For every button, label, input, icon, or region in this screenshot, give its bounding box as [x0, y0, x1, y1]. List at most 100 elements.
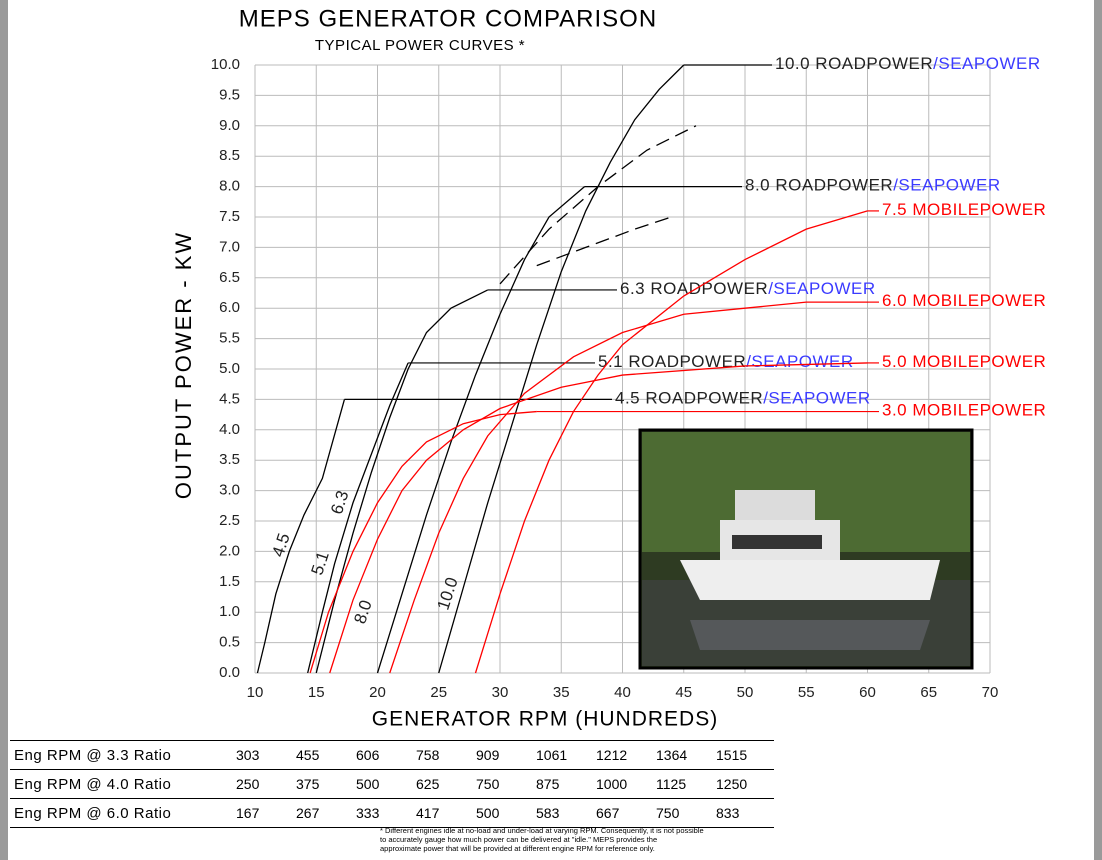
photo [638, 428, 974, 670]
cell: 606 [354, 740, 414, 770]
y-tick-label: 6.5 [219, 269, 240, 286]
series-name-suffix: /SEAPOWER [893, 176, 1000, 195]
series-label: 10.0 ROADPOWER/SEAPOWER [775, 54, 1041, 73]
cell: 1250 [714, 769, 774, 799]
series-name: 10.0 ROADPOWER [775, 54, 933, 73]
power-curve [307, 362, 409, 674]
y-tick-label: 5.5 [219, 330, 240, 347]
cell: 1000 [594, 769, 654, 799]
power-curve [309, 410, 537, 674]
series-name-suffix: /SEAPOWER [933, 54, 1040, 73]
x-axis-label: GENERATOR RPM (HUNDREDS) [372, 708, 718, 731]
y-tick-label: 2.0 [219, 542, 240, 559]
cell: 1061 [534, 740, 594, 770]
y-tick-label: 7.0 [219, 238, 240, 255]
y-tick-label: 0.0 [219, 664, 240, 681]
curve-label: 8.0 [350, 598, 375, 626]
series-name: 6.3 ROADPOWER [620, 279, 768, 298]
footnote: * Different engines idle at no-load and … [380, 826, 704, 853]
series-label: 7.5 MOBILEPOWER [882, 200, 1046, 219]
power-curve [256, 399, 346, 674]
row-label: Eng RPM @ 4.0 Ratio [10, 769, 234, 799]
power-curve [329, 362, 868, 674]
footnote-line: * Different engines idle at no-load and … [380, 826, 704, 835]
y-tick-label: 1.0 [219, 603, 240, 620]
y-tick-label: 3.5 [219, 451, 240, 468]
cell: 1515 [714, 740, 774, 770]
rpm-table: Eng RPM @ 3.3 Ratio 303 455 606 758 909 1061 12… [10, 740, 774, 828]
series-label: 5.1 ROADPOWER/SEAPOWER [598, 352, 854, 371]
series-label: 3.0 MOBILEPOWER [882, 401, 1046, 420]
series-name-suffix: /SEAPOWER [746, 352, 853, 371]
curve-label: 4.5 [268, 531, 293, 559]
cell: 250 [234, 769, 294, 799]
cell: 375 [294, 769, 354, 799]
series-name: 5.0 MOBILEPOWER [882, 352, 1046, 371]
row-label: Eng RPM @ 6.0 Ratio [10, 798, 234, 828]
cell: 833 [714, 798, 774, 828]
y-tick-label: 4.0 [219, 421, 240, 438]
cell: 303 [234, 740, 294, 770]
cell: 417 [414, 798, 474, 828]
power-curve [315, 289, 489, 674]
x-tick-label: 65 [920, 684, 937, 701]
table-row: Eng RPM @ 4.0 Ratio 250 375 500 625 750 875 100… [10, 769, 774, 799]
y-tick-label: 5.0 [219, 360, 240, 377]
x-tick-label: 25 [430, 684, 447, 701]
x-tick-label: 55 [798, 684, 815, 701]
series-name: 7.5 MOBILEPOWER [882, 200, 1046, 219]
cell: 750 [654, 798, 714, 828]
cell: 455 [294, 740, 354, 770]
cell: 267 [294, 798, 354, 828]
series-name-suffix: /SEAPOWER [763, 389, 870, 408]
row-label: Eng RPM @ 3.3 Ratio [10, 740, 234, 770]
series-label: 5.0 MOBILEPOWER [882, 352, 1046, 371]
y-tick-label: 1.5 [219, 573, 240, 590]
y-tick-label: 8.5 [219, 147, 240, 164]
series-label: 8.0 ROADPOWER/SEAPOWER [745, 176, 1001, 195]
power-curve [438, 64, 685, 674]
power-curve [376, 186, 585, 674]
x-tick-label: 35 [553, 684, 570, 701]
table-row: Eng RPM @ 6.0 Ratio 167 267 333 417 500 583 667… [10, 798, 774, 828]
x-tick-label: 45 [675, 684, 692, 701]
power-curve [536, 216, 672, 267]
cell: 500 [354, 769, 414, 799]
cell: 500 [474, 798, 534, 828]
power-curve [474, 210, 868, 674]
cell: 758 [414, 740, 474, 770]
cell: 583 [534, 798, 594, 828]
cell: 750 [474, 769, 534, 799]
cell: 1212 [594, 740, 654, 770]
x-tick-label: 60 [859, 684, 876, 701]
cell: 167 [234, 798, 294, 828]
y-tick-label: 7.5 [219, 208, 240, 225]
series-label: 4.5 ROADPOWER/SEAPOWER [615, 389, 871, 408]
x-tick-label: 20 [369, 684, 386, 701]
x-tick-label: 15 [308, 684, 325, 701]
x-tick-label: 50 [737, 684, 754, 701]
x-tick-label: 70 [982, 684, 999, 701]
y-tick-label: 8.0 [219, 178, 240, 195]
cell: 333 [354, 798, 414, 828]
y-tick-label: 2.5 [219, 512, 240, 529]
y-tick-label: 9.0 [219, 117, 240, 134]
y-tick-label: 4.5 [219, 390, 240, 407]
curve-label: 6.3 [327, 488, 352, 516]
cell: 625 [414, 769, 474, 799]
cell: 909 [474, 740, 534, 770]
cell: 667 [594, 798, 654, 828]
series-label: 6.0 MOBILEPOWER [882, 292, 1046, 311]
chart: MEPS GENERATOR COMPARISON TYPICAL POWER … [171, 5, 1046, 731]
chart-subtitle: TYPICAL POWER CURVES * [315, 37, 525, 54]
y-tick-label: 0.5 [219, 634, 240, 651]
power-curve [499, 125, 697, 285]
series-name-suffix: /SEAPOWER [768, 279, 875, 298]
series-name: 8.0 ROADPOWER [745, 176, 893, 195]
y-tick-label: 3.0 [219, 482, 240, 499]
x-tick-label: 30 [492, 684, 509, 701]
x-tick-label: 40 [614, 684, 631, 701]
series-name: 6.0 MOBILEPOWER [882, 292, 1046, 311]
chart-title: MEPS GENERATOR COMPARISON [239, 5, 657, 32]
